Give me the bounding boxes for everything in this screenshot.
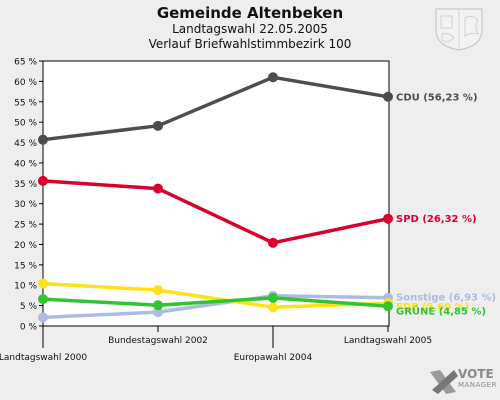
chart-title: Gemeinde Altenbeken <box>156 4 344 22</box>
y-tick-label: 10 % <box>14 282 37 292</box>
series-end-label: Sonstige (6,93 %) <box>396 293 496 304</box>
data-point-spd <box>268 237 278 248</box>
y-tick-label: 25 % <box>14 221 37 231</box>
data-point-cdu <box>383 91 393 102</box>
series-line-sonstige <box>42 294 389 320</box>
data-point-sonstige <box>38 312 48 323</box>
series-line-fdp <box>42 281 389 309</box>
y-tick-label: 15 % <box>14 261 37 271</box>
logo-vote-text: VOTE <box>458 367 494 381</box>
y-tick-label: 45 % <box>14 139 37 149</box>
x-tick-label: Europawahl 2004 <box>234 353 313 363</box>
data-point-cdu <box>38 134 48 145</box>
y-tick-label: 35 % <box>14 180 37 190</box>
logo-manager-text: MANAGER <box>458 381 497 389</box>
data-point-grüne <box>38 294 48 305</box>
x-tick-label: Landtagswahl 2005 <box>344 336 432 346</box>
series-line-grüne <box>42 296 389 308</box>
data-point-fdp <box>153 285 163 296</box>
data-point-spd <box>38 175 48 186</box>
data-point-cdu <box>153 120 163 131</box>
series-end-label: CDU (56,23 %) <box>396 92 478 103</box>
chart-subtitle-2: Verlauf Briefwahlstimmbezirk 100 <box>148 37 352 51</box>
data-point-spd <box>383 213 393 224</box>
data-point-grüne <box>153 300 163 311</box>
series-line-spd <box>42 179 389 245</box>
y-tick-label: 5 % <box>20 302 38 312</box>
y-tick-label: 60 % <box>14 78 37 88</box>
y-tick-label: 50 % <box>14 119 37 129</box>
vote-manager-logo-icon <box>430 370 458 394</box>
data-point-fdp <box>38 278 48 289</box>
y-tick-label: 0 % <box>20 323 38 333</box>
data-point-grüne <box>268 292 278 303</box>
data-point-cdu <box>268 72 278 83</box>
x-tick-label: Bundestagswahl 2002 <box>108 336 208 346</box>
data-point-grüne <box>383 301 393 312</box>
series-end-label: FDP (5,60 %) <box>396 302 469 313</box>
data-point-fdp <box>268 302 278 313</box>
chart-subtitle: Landtagswahl 22.05.2005 <box>172 22 328 36</box>
series-end-label: SPD (26,32 %) <box>396 214 477 225</box>
series-line-cdu <box>42 75 389 142</box>
y-tick-label: 20 % <box>14 241 37 251</box>
series-end-label: GRÜNE (4,85 %) <box>396 304 486 318</box>
y-tick-label: 40 % <box>14 159 37 169</box>
vote-manager-logo: VOTE MANAGER <box>458 367 497 391</box>
plot-area <box>42 60 390 327</box>
coat-of-arms-icon <box>435 8 483 51</box>
y-tick-label: 65 % <box>14 58 37 68</box>
y-tick-label: 55 % <box>14 98 37 108</box>
y-tick-label: 30 % <box>14 200 37 210</box>
data-point-sonstige <box>153 307 163 318</box>
x-tick-label: Landtagswahl 2000 <box>0 353 87 363</box>
data-point-spd <box>153 183 163 194</box>
